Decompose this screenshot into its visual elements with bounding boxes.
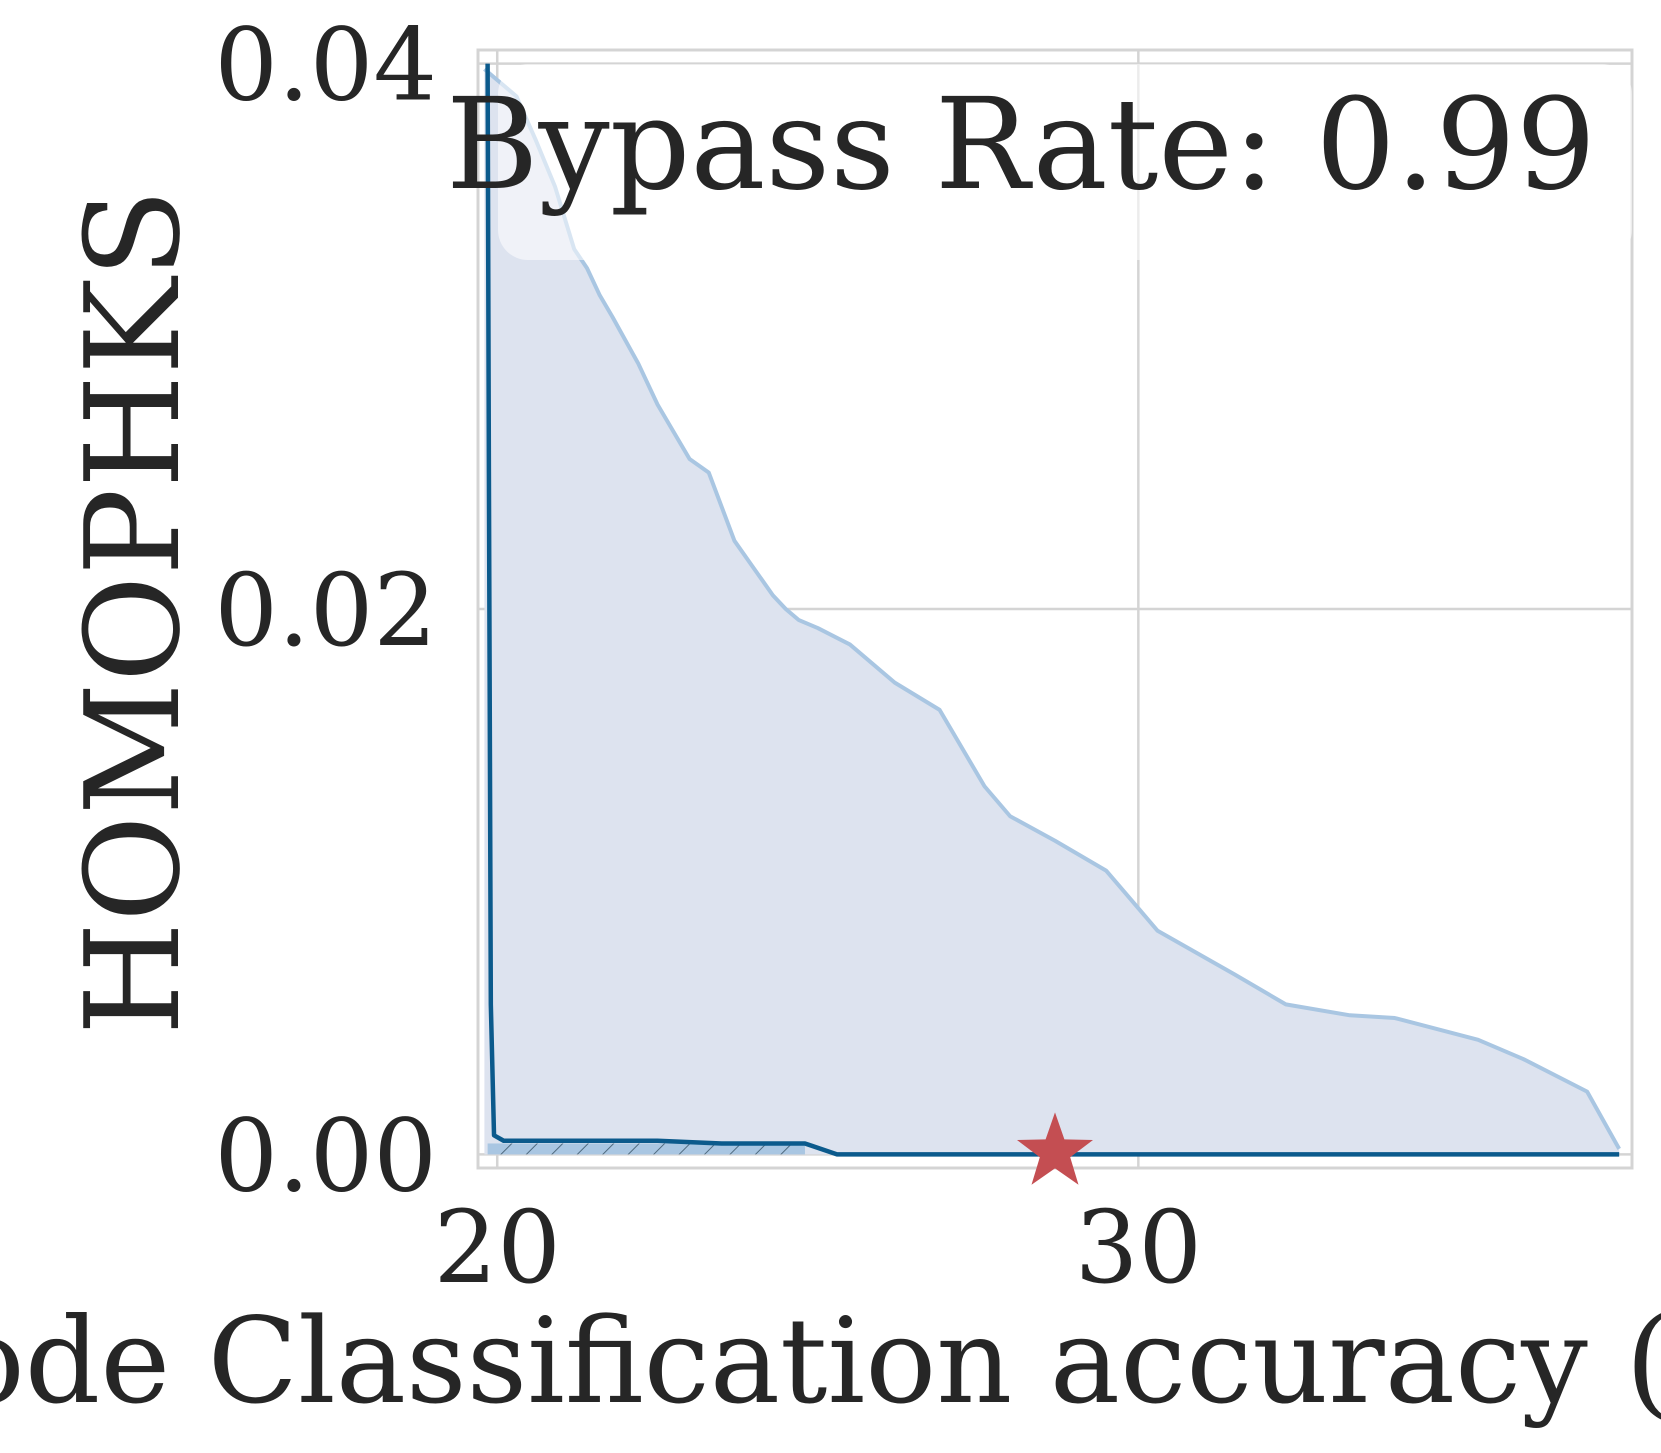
hatched-band (487, 1143, 805, 1155)
y-tick-label-1: 0.02 (214, 552, 437, 669)
bypass-rate-annotation: Bypass Rate: 0.99 (446, 71, 1596, 218)
y-tick-label-0: 0.00 (214, 1097, 437, 1214)
frontier-line-group (485, 63, 1620, 1157)
annotation-box (498, 64, 1632, 260)
region-fill (484, 69, 1620, 1155)
y-axis-label: HOMOPHKS (57, 189, 209, 1036)
x-tick-labels: 20 30 (434, 1189, 1202, 1306)
frontier-line (485, 63, 1620, 1157)
x-tick-label-0: 20 (434, 1189, 561, 1306)
attack-region (483, 67, 1621, 1155)
y-tick-labels: 0.00 0.02 0.04 (214, 7, 437, 1215)
y-tick-label-2: 0.04 (214, 7, 437, 124)
star-marker (1017, 1112, 1093, 1185)
region-edge-line (483, 67, 1621, 1150)
x-axis-label: Node Classification accuracy (%) (0, 1292, 1661, 1430)
x-tick-label-1: 30 (1075, 1189, 1202, 1306)
optimum-marker-group (1017, 1112, 1093, 1185)
